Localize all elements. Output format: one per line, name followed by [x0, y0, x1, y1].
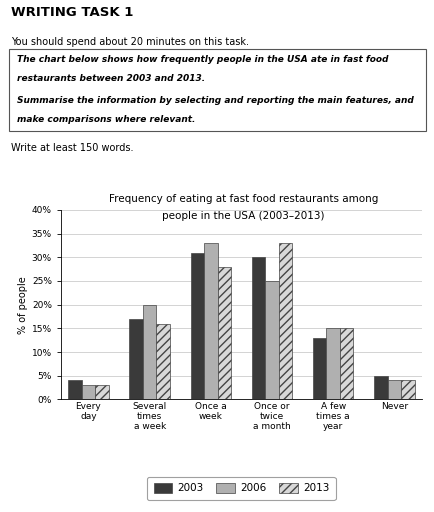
Text: You should spend about 20 minutes on this task.: You should spend about 20 minutes on thi… [11, 37, 248, 47]
Bar [278, 243, 292, 399]
Text: Frequency of eating at fast food restaurants among: Frequency of eating at fast food restaur… [108, 194, 378, 204]
Text: WRITING TASK 1: WRITING TASK 1 [11, 6, 133, 19]
Bar [265, 281, 278, 399]
FancyBboxPatch shape [9, 49, 425, 131]
Bar [217, 267, 230, 399]
Legend: 2003, 2006, 2013: 2003, 2006, 2013 [147, 477, 335, 500]
Y-axis label: % of people: % of people [17, 276, 27, 333]
Text: make comparisons where relevant.: make comparisons where relevant. [17, 115, 195, 124]
Bar [143, 305, 156, 399]
Bar [156, 324, 169, 399]
Bar [204, 243, 217, 399]
Text: restaurants between 2003 and 2013.: restaurants between 2003 and 2013. [17, 74, 205, 83]
Text: Write at least 150 words.: Write at least 150 words. [11, 143, 133, 154]
Bar [387, 380, 400, 399]
Bar [95, 385, 108, 399]
Bar [82, 385, 95, 399]
Bar [326, 328, 339, 399]
Bar [190, 252, 204, 399]
Bar [251, 258, 265, 399]
Text: Summarise the information by selecting and reporting the main features, and: Summarise the information by selecting a… [17, 96, 413, 105]
Text: people in the USA (2003–2013): people in the USA (2003–2013) [162, 211, 324, 221]
Bar [373, 376, 387, 399]
Bar [129, 319, 143, 399]
Text: The chart below shows how frequently people in the USA ate in fast food: The chart below shows how frequently peo… [17, 55, 388, 65]
Bar [68, 380, 82, 399]
Bar [400, 380, 414, 399]
Bar [339, 328, 352, 399]
Bar [312, 338, 326, 399]
